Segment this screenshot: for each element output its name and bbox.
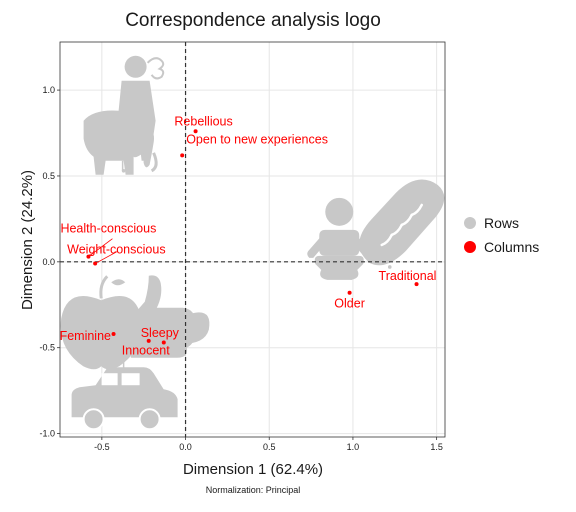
legend-label: Columns: [484, 239, 539, 255]
column-point: [414, 282, 419, 287]
legend-swatch: [464, 217, 476, 229]
legend-swatch: [464, 241, 476, 253]
row-point: [167, 345, 171, 350]
car-icon: [71, 343, 178, 431]
row-point: [349, 272, 354, 276]
row-point: [121, 169, 126, 173]
plot-panel-border: [59, 41, 446, 438]
column-point: [193, 129, 198, 134]
column-point-label: Rebellious: [174, 114, 232, 128]
x-tick-label: 1.0: [347, 442, 360, 452]
legend: Rows Columns: [464, 215, 539, 255]
y-tick-label: -1.0: [39, 429, 55, 439]
zero-reference-lines: [60, 42, 445, 437]
y-tick-label: 0.5: [42, 171, 55, 181]
y-tick-label: -0.5: [39, 343, 55, 353]
column-point-label: Weight-conscious: [67, 243, 165, 257]
row-point: [121, 397, 126, 402]
x-tick-label: 1.5: [430, 442, 443, 452]
chart-title: Correspondence analysis logo: [125, 10, 381, 31]
column-point: [111, 331, 116, 336]
legend-label: Rows: [484, 215, 519, 231]
bread-icon: [359, 179, 445, 269]
normalization-caption: Normalization: Principal: [206, 485, 301, 495]
x-axis-ticks: -0.5 0.0 0.5 1.0 1.5: [94, 437, 443, 452]
y-tick-label: 0.0: [42, 257, 55, 267]
column-point: [180, 153, 185, 158]
row-point: [387, 265, 392, 269]
column-point: [161, 340, 166, 345]
thumbs-up-icon: [114, 275, 210, 358]
data-points: Rebellious Open to new experiences Health-…: [60, 114, 437, 357]
column-point-label: Sleepy: [141, 326, 180, 340]
column-point: [347, 290, 352, 295]
column-point-label: Older: [334, 297, 365, 311]
column-point-label: Feminine: [60, 329, 111, 343]
column-point: [146, 338, 151, 343]
column-point-label: Traditional: [379, 269, 437, 283]
x-tick-label: 0.5: [263, 442, 276, 452]
column-point-label: Innocent: [122, 344, 170, 358]
y-tick-label: 1.0: [42, 85, 55, 95]
column-point-label: Health-conscious: [60, 222, 156, 236]
y-axis-title: Dimension 2 (24.2%): [19, 170, 36, 310]
label-leader-line: [88, 238, 113, 257]
row-icons: [60, 55, 445, 431]
person-with-elephant-icon: [83, 55, 165, 175]
x-axis-title: Dimension 1 (62.4%): [183, 461, 323, 478]
y-axis-ticks: -1.0 -0.5 0.0 0.5 1.0: [39, 85, 60, 439]
label-leader-line: [94, 251, 118, 264]
x-tick-label: -0.5: [94, 442, 110, 452]
x-tick-label: 0.0: [179, 442, 192, 452]
column-point-label: Open to new experiences: [186, 132, 328, 146]
